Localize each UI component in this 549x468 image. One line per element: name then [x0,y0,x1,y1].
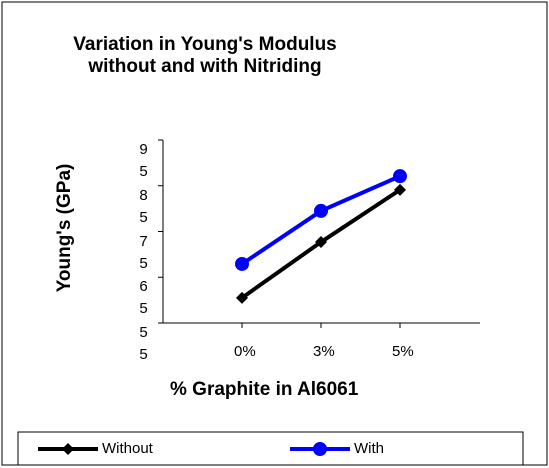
series-line [240,174,401,266]
x-tick-label: 3% [313,343,335,360]
legend-label: Without [102,440,153,457]
y-tick-label: 75 [139,232,148,272]
y-tick-label: 85 [139,186,148,226]
x-axis-label: % Graphite in Al6061 [170,379,359,400]
point [235,256,249,271]
point [394,183,406,196]
chart-title: Variation in Young's Modulus without and… [73,34,337,77]
x-tick-label: 0% [234,343,256,360]
legend-label: With [354,440,384,457]
legend-box [17,431,524,466]
point [393,169,407,184]
y-tick-label: 95 [139,141,148,180]
legend-marker [62,443,74,455]
point [314,203,328,218]
y-tick-label: 55 [139,324,148,363]
point [236,291,248,304]
point [315,236,327,249]
legend-marker [313,442,327,456]
y-tick-label: 65 [139,278,148,318]
x-tick-label: 5% [392,343,414,360]
y-axis-label: Young's (GPa) [54,163,75,293]
